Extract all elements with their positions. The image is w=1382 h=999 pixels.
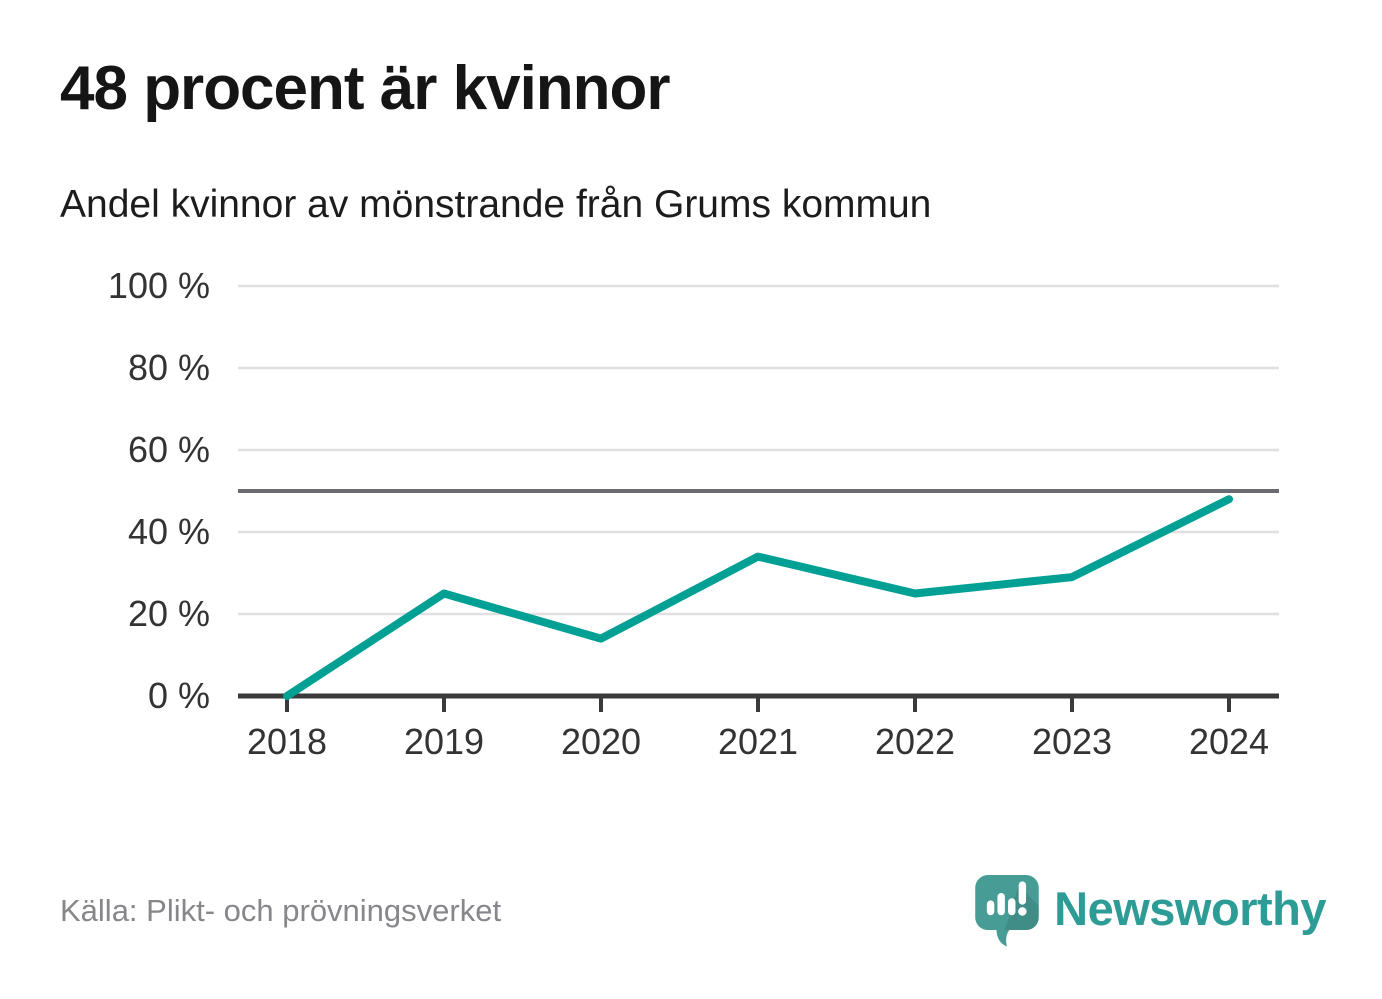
- x-tick-label: 2022: [875, 721, 955, 762]
- y-tick-label: 80 %: [128, 347, 210, 388]
- data-line: [283, 495, 1233, 700]
- y-tick-label: 40 %: [128, 511, 210, 552]
- chart-area: 2018 2019 2020 2021 2022 2023 2024 0 % 20 % 40 % 6…: [0, 250, 1382, 790]
- page-title: 48 procent är kvinnor: [60, 54, 671, 123]
- x-tick-label: 2019: [404, 721, 484, 762]
- x-tick-label: 2023: [1032, 721, 1112, 762]
- x-tick-label: 2024: [1189, 721, 1269, 762]
- newsworthy-bubble-chart-icon: [975, 875, 1039, 947]
- y-tick-label: 0 %: [148, 675, 210, 716]
- y-tick-label: 60 %: [128, 429, 210, 470]
- y-tick-label: 20 %: [128, 593, 210, 634]
- source-credit: Källa: Plikt- och prövningsverket: [60, 893, 502, 928]
- x-tick-label: 2021: [718, 721, 798, 762]
- y-tick-label: 100 %: [108, 265, 210, 306]
- x-tick-label: 2020: [561, 721, 641, 762]
- brand-name: Newsworthy: [1054, 881, 1326, 935]
- footer: Källa: Plikt- och prövningsverket Newswo…: [60, 866, 1326, 956]
- newsworthy-logo: Newsworthy: [975, 875, 1326, 947]
- line-chart: 2018 2019 2020 2021 2022 2023 2024 0 % 20 % 40 % 6…: [108, 265, 1279, 762]
- x-tick-label: 2018: [247, 721, 327, 762]
- chart-subtitle: Andel kvinnor av mönstrande från Grums k…: [60, 183, 932, 226]
